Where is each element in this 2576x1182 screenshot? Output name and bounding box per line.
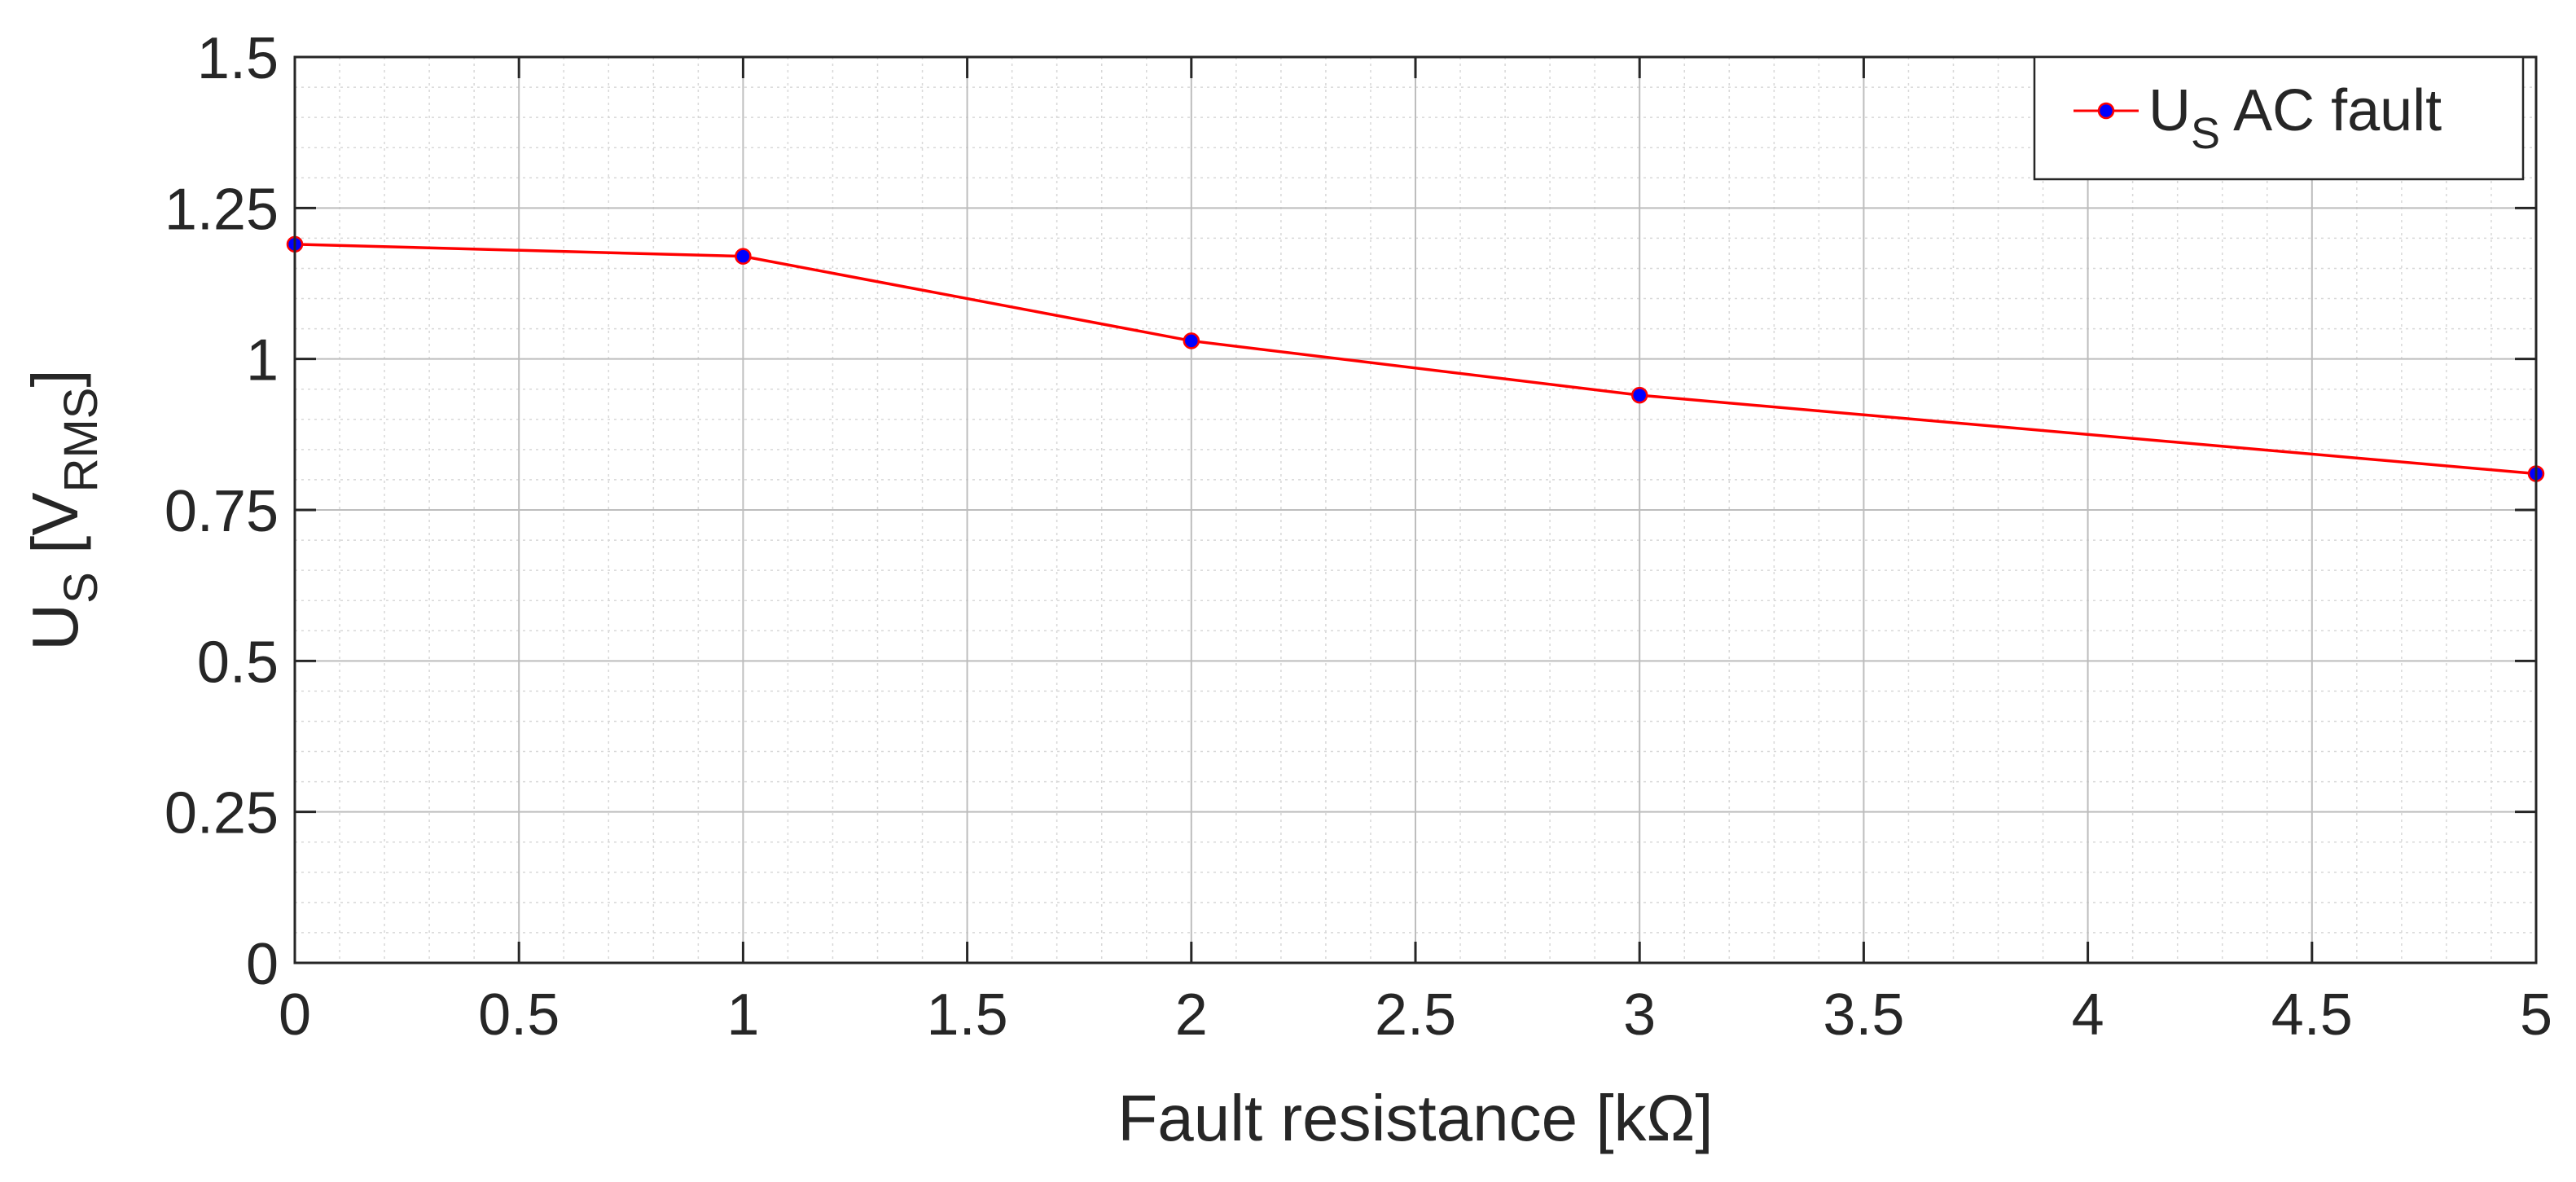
legend-entry-sub: S: [2191, 109, 2220, 158]
data-point: [1630, 386, 1648, 404]
y-tick-label: 0.75: [165, 479, 279, 544]
y-tick-label: 0: [246, 932, 279, 997]
data-point: [1183, 332, 1200, 349]
y-axis-label-sub: S: [55, 572, 108, 604]
y-axis-label-open: [V: [19, 492, 91, 572]
legend-box: [2033, 55, 2525, 181]
x-tick-label: 5: [2520, 982, 2552, 1048]
legend-entry-main: U: [2148, 78, 2191, 143]
x-tick-label: 4.5: [2271, 982, 2353, 1048]
x-axis-label: Fault resistance [kΩ]: [1117, 1082, 1713, 1154]
legend: US AC fault: [2033, 55, 2525, 181]
y-tick-label: 0.25: [165, 781, 279, 846]
major-grid: [294, 56, 2537, 964]
legend-marker-sample: [2097, 102, 2115, 120]
y-tick-label: 1.25: [165, 177, 279, 242]
x-tick-label: 4: [2072, 982, 2104, 1048]
y-axis-label-unit-sub: RMS: [55, 388, 108, 493]
data-point: [735, 248, 752, 265]
y-axis-label: US [VRMS]: [19, 369, 108, 650]
legend-entry-rest: AC fault: [2220, 78, 2442, 143]
x-tick-label: 3.5: [1823, 982, 1904, 1048]
x-tick-label: 1.5: [927, 982, 1008, 1048]
y-axis-label-main: U: [19, 604, 91, 651]
y-tick-label: 0.5: [197, 630, 279, 695]
tick-labels: 0 0.5 1 1.5 2 2.5 3 3.5 4 4.5 5 0 0.25 0.5 0.75 1 1.25 1.…: [165, 26, 2552, 1048]
y-tick-label: 1.5: [197, 26, 279, 91]
y-axis-label-close: ]: [19, 369, 91, 387]
x-tick-label: 0: [279, 982, 311, 1048]
y-tick-label: 1: [246, 328, 279, 393]
x-tick-label: 3: [1623, 982, 1656, 1048]
series-layer: [286, 235, 2545, 482]
x-tick-label: 1: [726, 982, 759, 1048]
x-tick-label: 2: [1175, 982, 1208, 1048]
x-tick-label: 0.5: [478, 982, 560, 1048]
x-tick-label: 2.5: [1375, 982, 1456, 1048]
ticks-layer: [293, 55, 2538, 964]
legend-entry-label: US AC fault: [2148, 78, 2442, 158]
